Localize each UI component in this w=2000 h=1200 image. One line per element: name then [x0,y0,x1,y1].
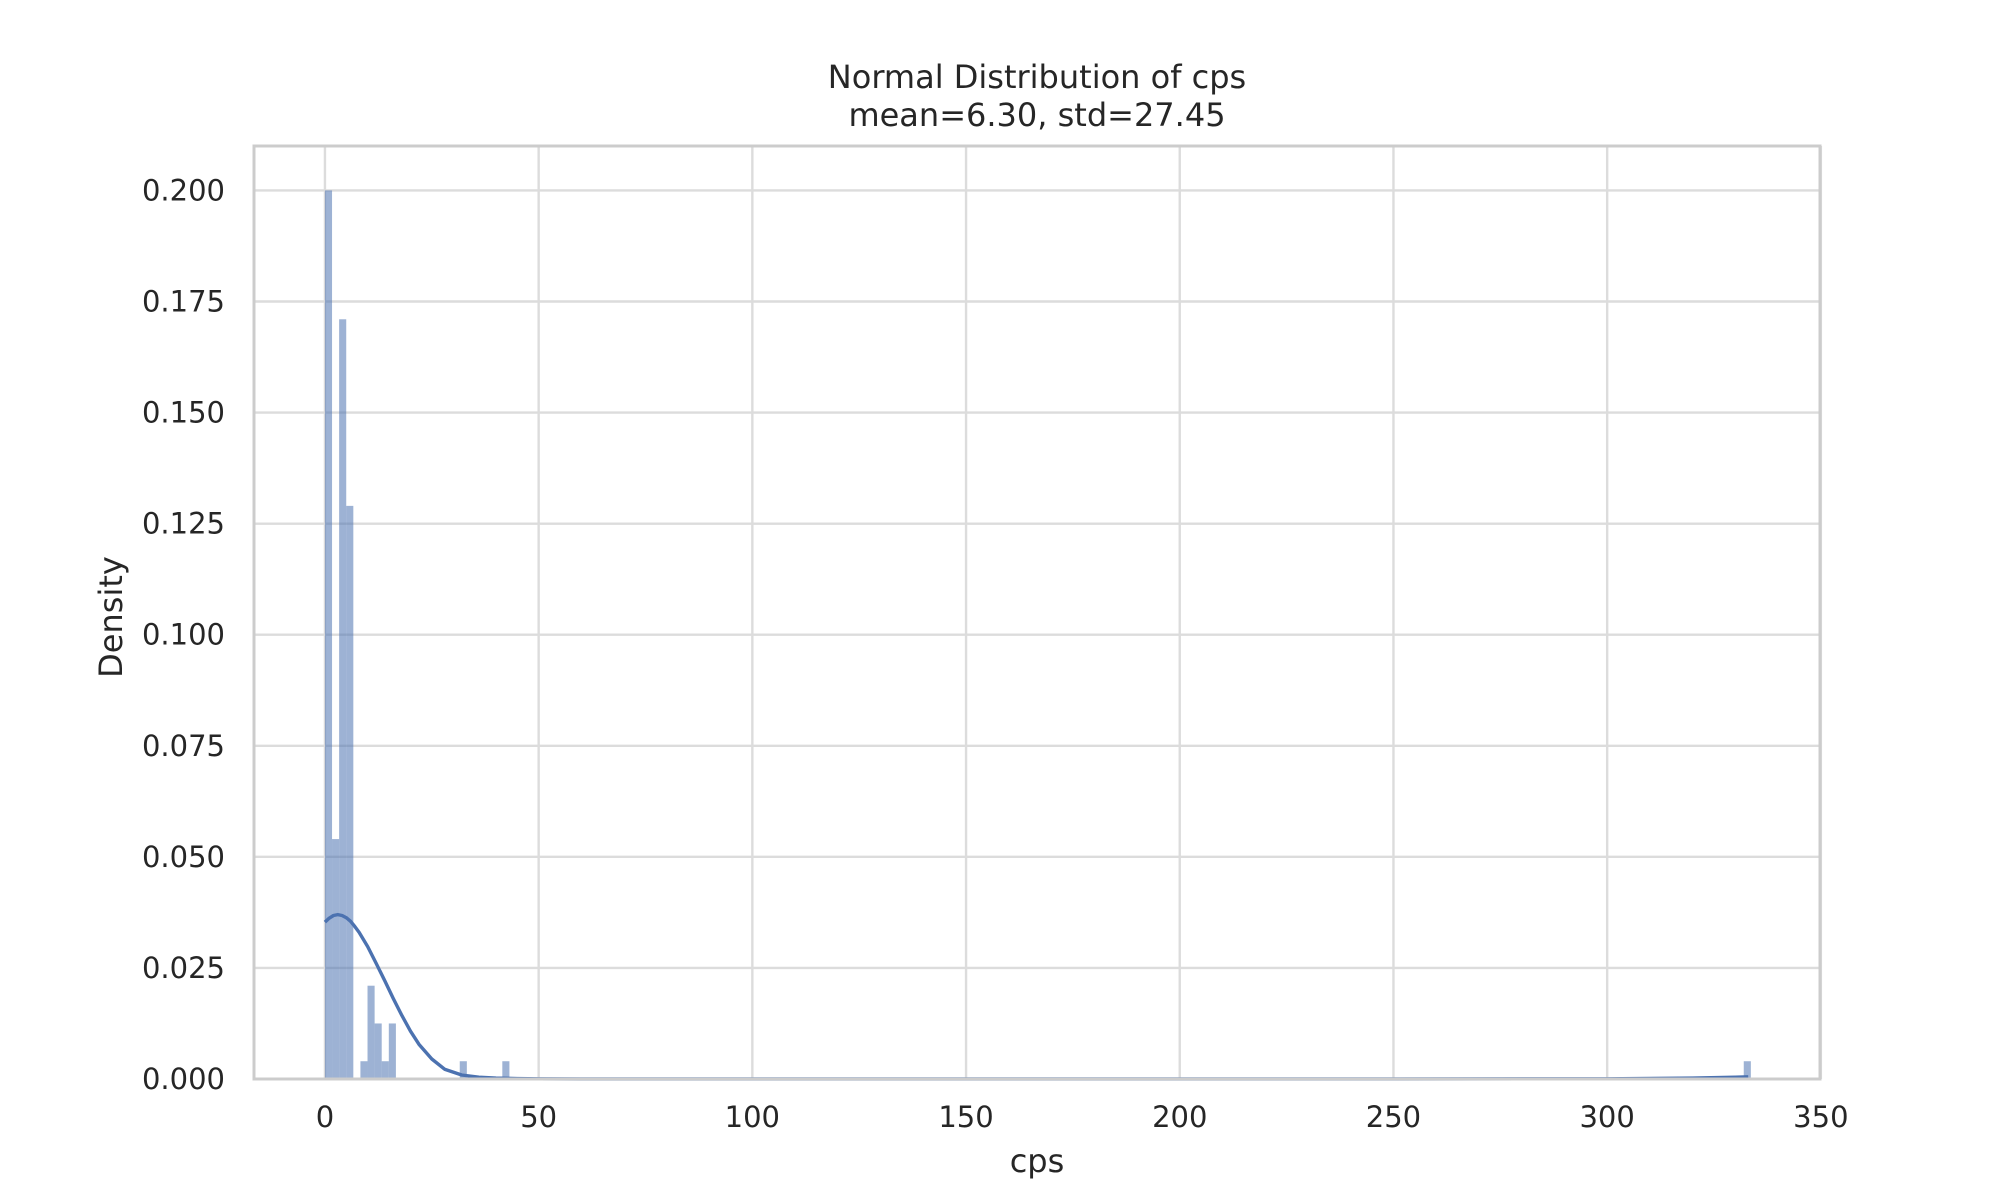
histogram-bar [332,839,340,1079]
histogram-bar [360,1061,368,1079]
x-axis-label: cps [1010,1142,1065,1180]
chart-subtitle: mean=6.30, std=27.45 [848,96,1225,134]
x-tick-label: 250 [1366,1100,1421,1134]
y-tick-label: 0.075 [142,729,225,763]
histogram-bar [1743,1061,1751,1079]
y-tick-label: 0.175 [142,285,225,319]
y-tick-labels: 0.000 0.025 0.050 0.075 0.100 0.125 0.150 0.175… [142,173,225,1096]
x-tick-label: 300 [1579,1100,1634,1134]
histogram-bars [324,190,1751,1079]
histogram-bar [374,1023,382,1079]
y-tick-label: 0.050 [142,840,225,874]
histogram-bar [324,190,333,1079]
grid-layer [254,146,1823,1081]
y-tick-label: 0.200 [142,173,225,207]
histogram-bar [459,1061,467,1079]
chart-title: Normal Distribution of cps [828,58,1246,96]
x-tick-label: 200 [1152,1100,1207,1134]
y-tick-label: 0.100 [142,618,225,652]
histogram-bar [388,1023,396,1079]
histogram-bar [381,1061,389,1079]
y-tick-label: 0.150 [142,396,225,430]
histogram-bar [339,319,347,1079]
y-tick-label: 0.025 [142,951,225,985]
x-tick-label: 100 [725,1100,780,1134]
x-tick-label: 350 [1793,1100,1848,1134]
x-tick-label: 0 [316,1100,334,1134]
y-axis-label: Density [92,556,130,678]
y-tick-label: 0.000 [142,1062,225,1096]
histogram-bar [502,1061,510,1079]
plot-frame [252,144,1822,1081]
x-tick-labels: 0 50 100 150 200 250 300 350 [316,1100,1849,1134]
histogram-bar [346,505,354,1079]
x-tick-label: 50 [520,1100,557,1134]
histogram-bar [367,985,375,1079]
x-tick-label: 150 [938,1100,993,1134]
y-tick-label: 0.125 [142,507,225,541]
